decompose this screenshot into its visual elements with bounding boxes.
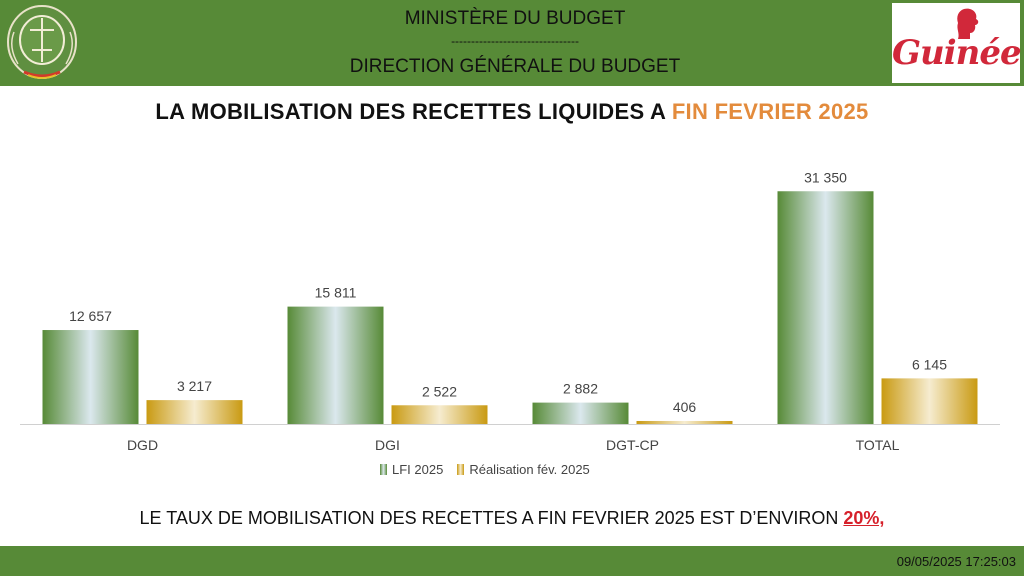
data-label-dgt-cp-lfi: 2 882 [563, 381, 598, 397]
category-label-dgd: DGD [127, 437, 158, 453]
timestamp: 09/05/2025 17:25:03 [896, 554, 1016, 569]
data-label-total-lfi: 31 350 [804, 169, 847, 185]
data-label-dgi-lfi: 15 811 [315, 285, 357, 301]
bar-chart: 12 657 3 217 DGD 15 811 2 522 DGI 2 882 406 DGT-… [20, 169, 1000, 453]
chart-legend: LFI 2025 Réalisation fév. 2025 [380, 462, 604, 477]
mobilisation-rate: 20%, [843, 508, 885, 528]
data-label-dgd-lfi: 12 657 [69, 308, 112, 324]
title-highlight: FIN FEVRIER 2025 [671, 99, 869, 124]
legend-swatch-green [380, 464, 387, 475]
coat-of-arms-icon [7, 5, 77, 79]
page-title: LA MOBILISATION DES RECETTES LIQUIDES A … [0, 99, 1024, 125]
bar-total-realisation [881, 378, 978, 424]
bar-total-lfi [777, 191, 874, 424]
legend-item-realisation: Réalisation fév. 2025 [457, 462, 590, 477]
profile-silhouette-icon [957, 8, 979, 39]
bar-dgt-cp-lfi [532, 402, 629, 424]
direction-name: DIRECTION GÉNÉRALE DU BUDGET [349, 56, 681, 77]
title-main: LA MOBILISATION DES RECETTES LIQUIDES A [155, 99, 672, 124]
legend-label-realisation: Réalisation fév. 2025 [469, 462, 590, 477]
header-separator: -------------------------------- [451, 34, 579, 48]
bar-dgd-realisation [146, 400, 243, 424]
conclusion-text: LE TAUX DE MOBILISATION DES RECETTES A F… [0, 508, 1024, 529]
data-label-total-realisation: 6 145 [912, 356, 947, 372]
category-label-dgt-cp: DGT-CP [606, 437, 659, 453]
logo-wordmark: Guinée [892, 33, 1022, 73]
legend-swatch-gold [457, 464, 465, 475]
conclusion-body: LE TAUX DE MOBILISATION DES RECETTES A F… [139, 508, 844, 528]
bar-dgi-realisation [391, 405, 488, 424]
ministry-name: MINISTÈRE DU BUDGET [404, 8, 626, 29]
data-label-dgi-realisation: 2 522 [422, 383, 457, 399]
category-label-dgi: DGI [375, 437, 400, 453]
guinee-logo: Guinée [892, 3, 1022, 83]
legend-item-lfi: LFI 2025 [380, 462, 443, 477]
footer-bar: 09/05/2025 17:25:03 [0, 546, 1024, 576]
data-label-dgd-realisation: 3 217 [177, 378, 212, 394]
bar-dgt-cp-realisation [636, 420, 733, 424]
data-label-dgt-cp-realisation: 406 [673, 399, 697, 415]
bar-dgd-lfi [42, 330, 139, 424]
bar-dgi-lfi [287, 306, 384, 424]
legend-label-lfi: LFI 2025 [392, 462, 444, 477]
category-label-total: TOTAL [856, 437, 900, 453]
header-bar: MINISTÈRE DU BUDGET --------------------… [0, 0, 1024, 86]
